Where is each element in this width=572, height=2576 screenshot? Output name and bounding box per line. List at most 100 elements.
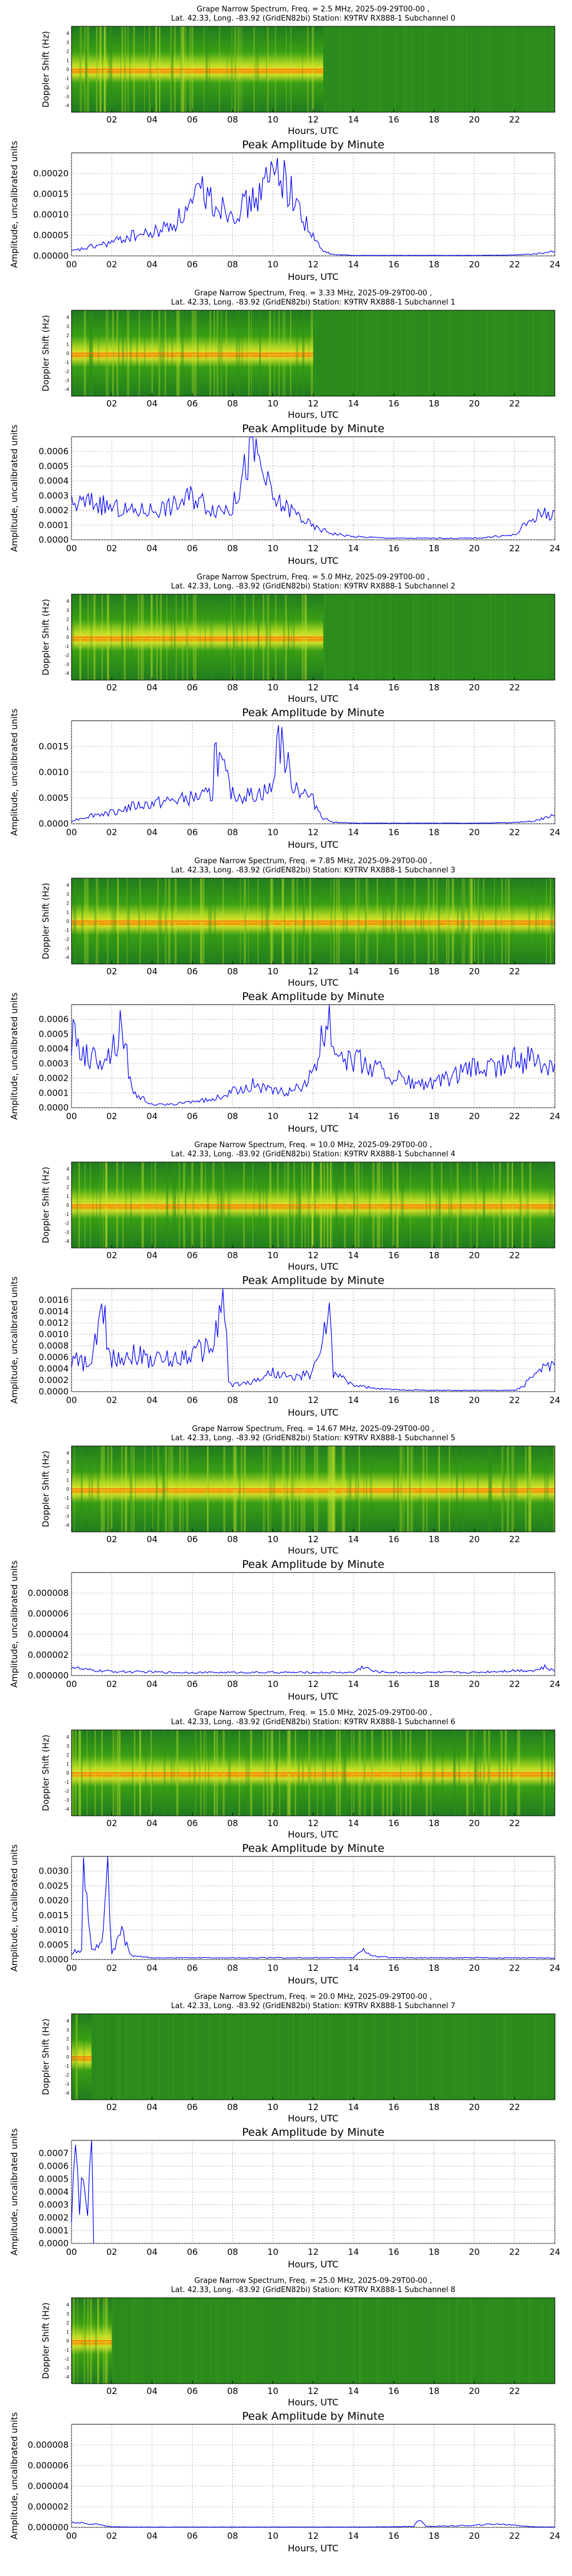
amplitude-ytick-label: 0.000008 [27,1588,69,1598]
spectrogram-title-line2: Lat. 42.33, Long. -83.92 (GridEN82bi) St… [171,2002,455,2010]
amplitude-xtick-label: 18 [428,543,439,554]
spectrogram-streak [447,2298,450,2384]
spectrogram-xtick-label: 22 [509,1534,520,1544]
spectrogram-streak [298,2014,300,2100]
spectrogram-streak [248,2298,250,2384]
amplitude-ytick-label: 0.00000 [33,251,69,261]
spectrogram-streak [292,2014,293,2100]
spectrogram-streak [525,594,527,680]
spectrogram-ytick-label: 3 [66,1460,69,1465]
spectrogram-streak [524,26,525,112]
spectrogram-streak [195,2298,198,2384]
spectrogram-streak [133,2298,136,2384]
spectrogram-streak [457,2014,459,2100]
spectrogram-streak [288,2298,290,2384]
spectrogram-streak [517,2298,519,2384]
spectrogram-streak [297,2298,300,2384]
spectrogram-streak [219,2298,220,2384]
amplitude-ytick-label: 0.0005 [39,1939,69,1950]
amplitude-ytick-label: 0.0020 [39,1895,69,1906]
spectrogram-streak [406,2298,408,2384]
spectrogram-streak [228,2014,231,2100]
spectrogram-streak [360,594,363,680]
spectrogram-ytick-label: 1 [66,1194,69,1199]
amplitude-xtick-label: 16 [388,543,399,554]
amplitude-xtick-label: 08 [227,2531,238,2541]
spectrogram-streak [323,594,325,680]
spectrogram-streak [313,2298,316,2384]
spectrogram-streak [357,2014,360,2100]
amplitude-series-line [71,1004,555,1106]
spectrogram-ytick-label: 1 [66,1477,69,1483]
spectrogram-title-line1: Grape Narrow Spectrum, Freq. = 25.0 MHz,… [194,2277,432,2285]
amplitude-xtick-label: 06 [187,1679,198,1689]
amplitude-panel: Peak Amplitude by Minute 0.00000 0.00005 0.… [9,139,561,282]
spectrogram-ytick-label: 0 [66,351,69,356]
spectrogram-xtick-label: 12 [308,1818,319,1828]
spectrogram-streak [210,2298,213,2384]
amplitude-panel: Peak Amplitude by Minute0.00000.00020.00… [9,1274,561,1418]
amplitude-title: Peak Amplitude by Minute [242,2126,384,2139]
spectrogram-xtick-label: 20 [469,682,480,693]
spectrogram-streak [401,310,403,396]
spectrogram-ytick-label: -3 [65,946,69,951]
amplitude-xtick-label: 24 [549,259,560,270]
amplitude-series-line [72,158,555,256]
spectrogram-streak [401,2014,404,2100]
spectrogram-streak [486,310,488,396]
spectrogram-streak [407,2014,408,2100]
spectrogram-title-line1: Grape Narrow Spectrum, Freq. = 20.0 MHz,… [194,1993,432,2001]
amplitude-xtick-label: 02 [106,1111,117,1121]
spectrogram-ytick-label: -2 [65,653,69,658]
amplitude-xtick-label: 14 [348,259,359,270]
amplitude-xtick-label: 16 [388,259,399,270]
amplitude-xtick-label: 12 [308,1963,319,1973]
amplitude-xtick-label: 10 [268,259,279,270]
spectrogram-streak [535,594,538,680]
spectrogram-streak [410,26,411,112]
spectrogram-streak [500,2298,502,2384]
spectrogram-streak [490,594,493,680]
spectrogram-streak [338,594,340,680]
spectrogram-xtick-label: 10 [268,682,279,693]
spectrogram-streak [263,2298,264,2384]
spectrogram-streak [488,26,490,112]
spectrogram-ylabel: Doppler Shift (Hz) [41,1735,51,1811]
spectrogram-streak [242,2014,244,2100]
amplitude-xtick-label: 02 [106,1679,117,1689]
amplitude-xtick-label: 12 [308,1395,319,1405]
spectrogram-streak [414,310,416,396]
spectrogram-panel: Grape Narrow Spectrum, Freq. = 25.0 MHz,… [41,2277,556,2408]
amplitude-xtick-label: 14 [348,827,359,837]
spectrogram-xtick-label: 16 [388,1534,399,1544]
spectrogram-xtick-label: 10 [268,966,279,977]
spectrogram-streak [178,2298,180,2384]
amplitude-xtick-label: 20 [469,1679,480,1689]
spectrogram-xtick-label: 06 [187,114,198,125]
spectrogram-streak [352,2298,354,2384]
spectrogram-ytick-label: 4 [66,315,69,320]
amplitude-xtick-label: 02 [106,2247,117,2257]
spectrogram-streak [356,310,357,396]
spectrogram-streak [371,26,373,112]
spectrogram-streak [178,2298,180,2384]
spectrogram-title-line2: Lat. 42.33, Long. -83.92 (GridEN82bi) St… [171,582,455,591]
spectrogram-xtick-label: 12 [308,2386,319,2396]
spectrogram-streak [236,2298,237,2384]
spectrogram-xtick-label: 10 [268,1534,279,1544]
spectrogram-xtick-label: 10 [268,2102,279,2112]
spectrogram-ytick-label: -3 [65,1514,69,1519]
amplitude-ytick-label: 0.0005 [39,2174,69,2184]
spectrogram-streak [243,2298,245,2384]
spectrogram-streak [534,2014,537,2100]
spectrogram-xtick-label: 18 [428,966,439,977]
spectrogram-streak [534,594,536,680]
spectrogram-xtick-label: 08 [227,682,238,693]
spectrogram-streak [413,594,415,680]
spectrogram-streak [370,594,372,680]
amplitude-xtick-label: 04 [146,1395,157,1405]
spectrogram-streak [183,2014,185,2100]
spectrogram-streak [489,594,491,680]
spectrogram-xtick-label: 06 [187,682,198,693]
spectrogram-streak [344,2014,345,2100]
